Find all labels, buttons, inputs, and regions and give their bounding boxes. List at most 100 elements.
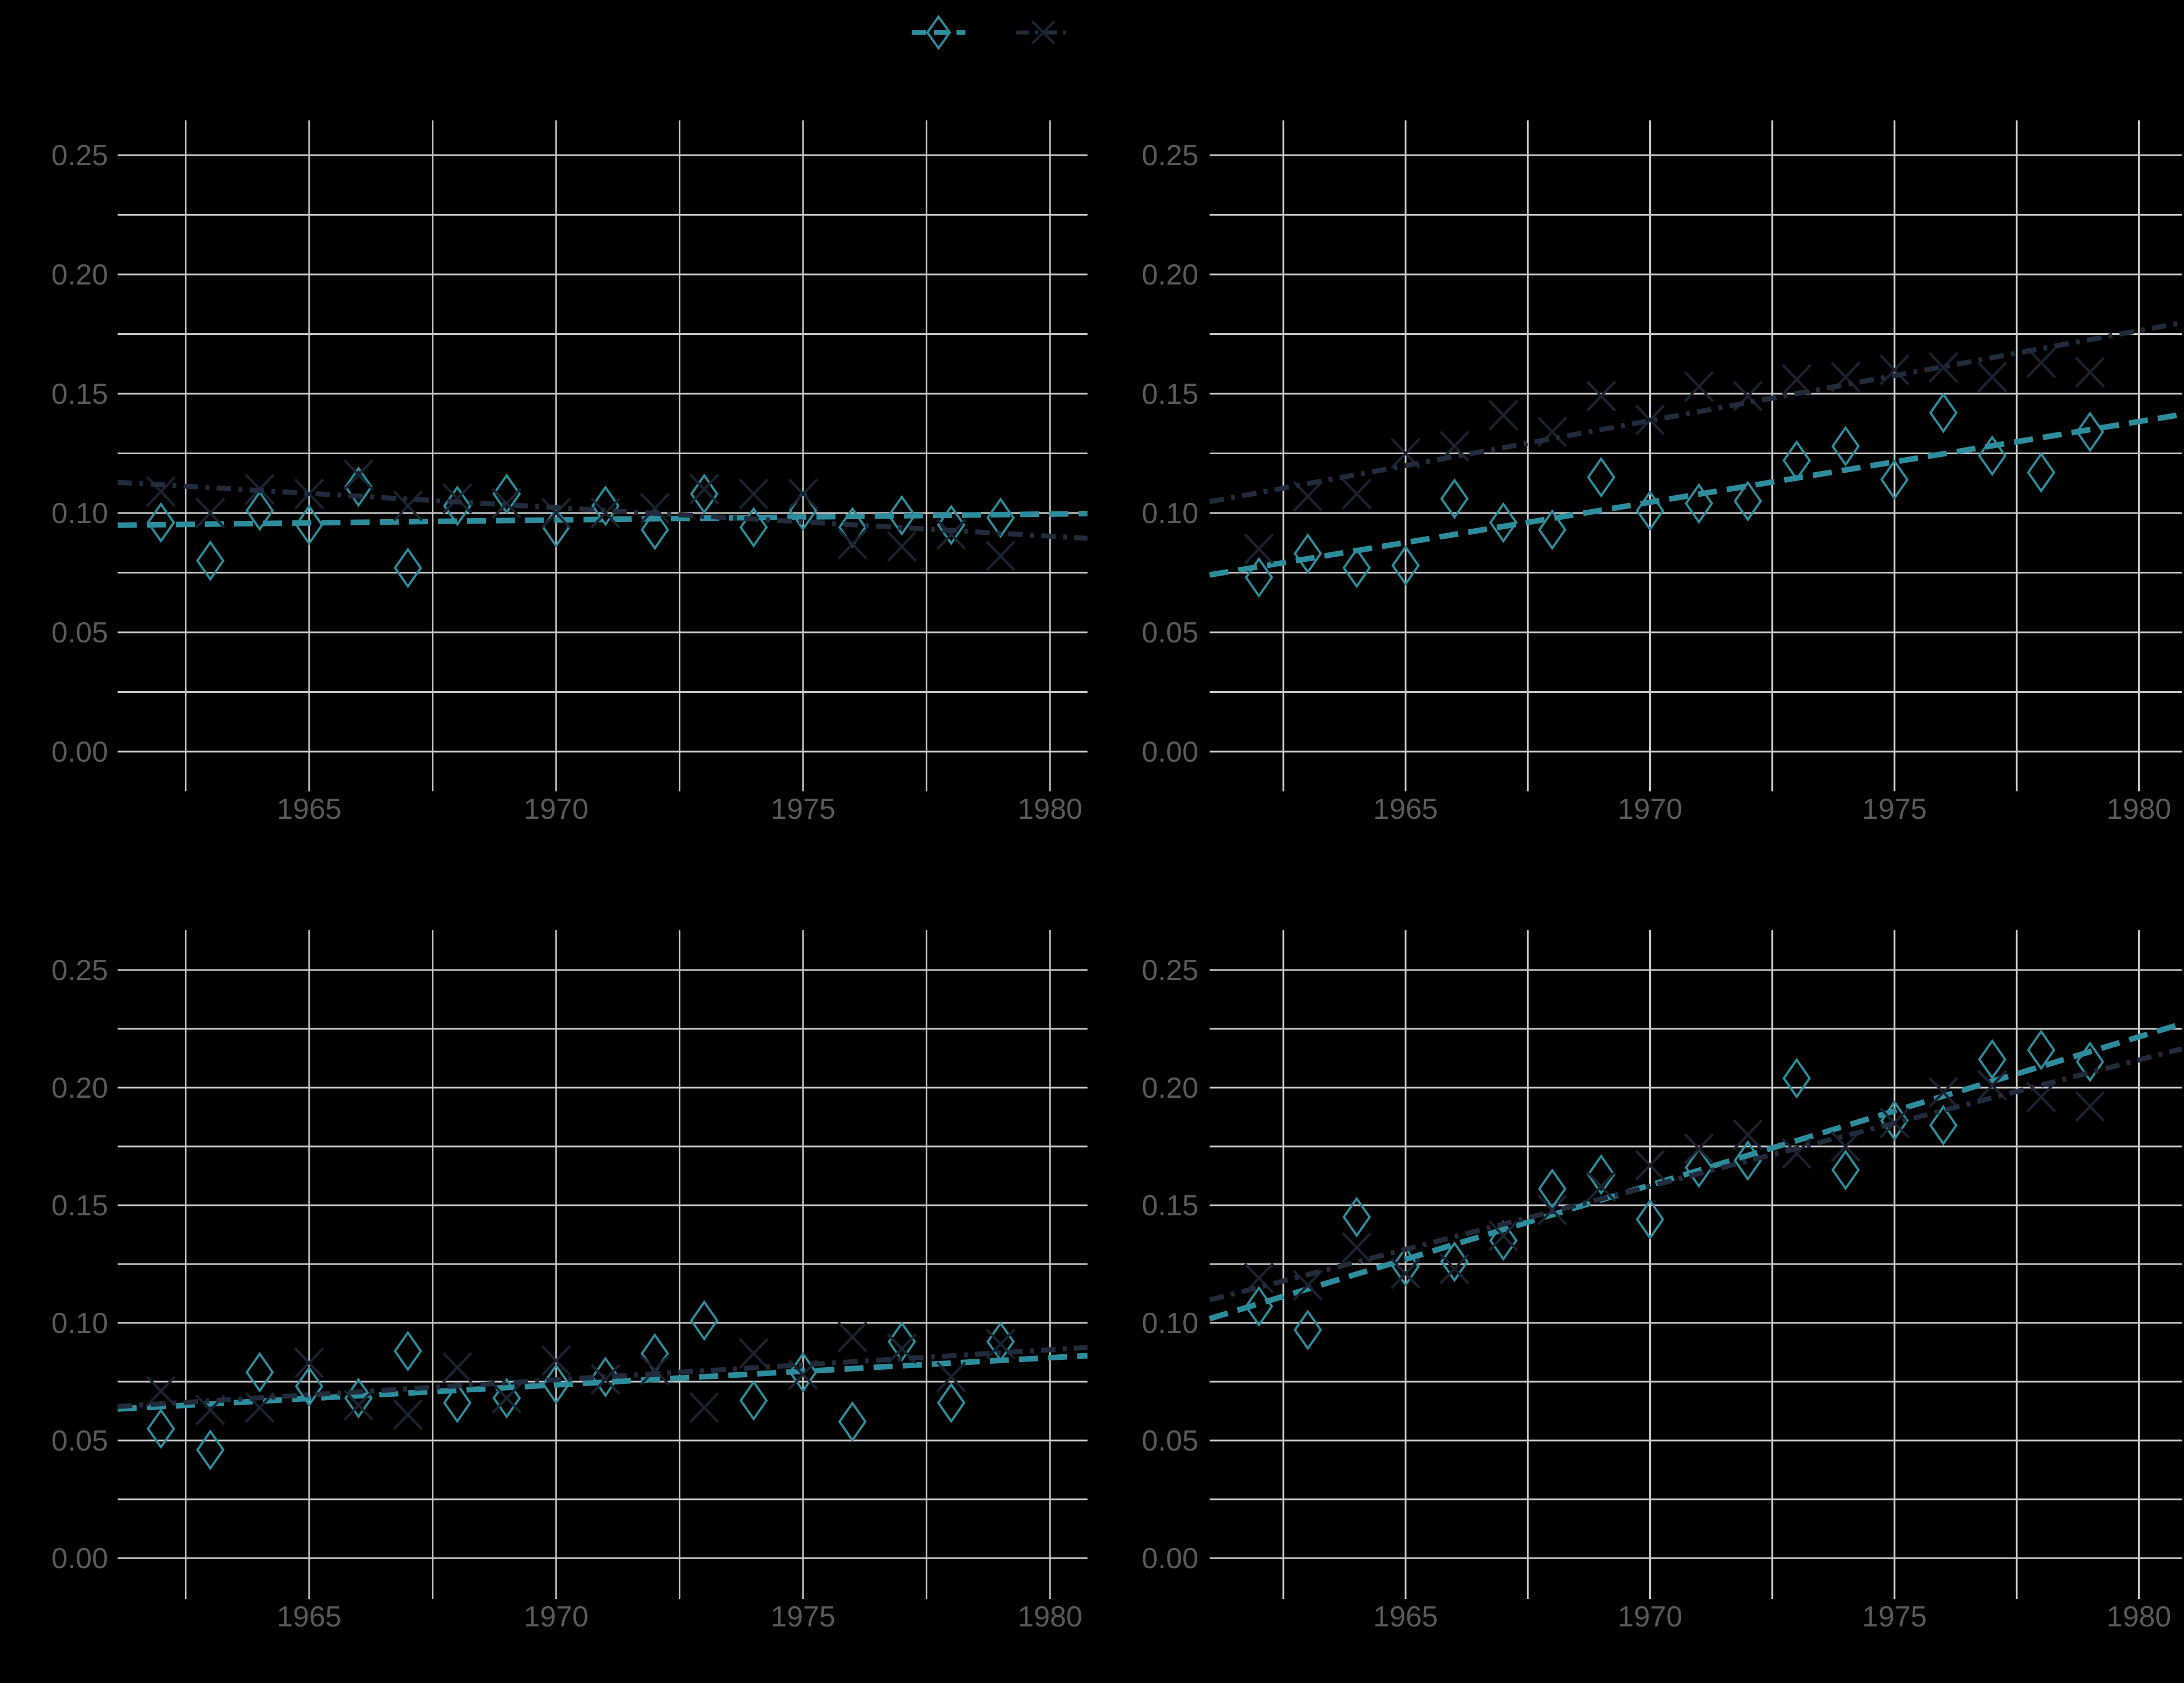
x-marker <box>393 1399 423 1430</box>
trend-line-dashdot <box>117 1345 1088 1409</box>
x-marker <box>689 473 720 505</box>
diamond-marker <box>2027 452 2056 493</box>
x-marker <box>2026 347 2056 379</box>
diamond-marker <box>2075 411 2104 453</box>
trend-line-dashed <box>117 511 1088 528</box>
x-points <box>1244 347 2105 565</box>
diamond-marker <box>1586 1154 1616 1195</box>
x-tick-label: 1965 <box>1373 793 1438 826</box>
trend-line-dashed <box>1209 412 2182 578</box>
x-marker <box>640 1354 670 1386</box>
x-marker <box>195 497 226 529</box>
diamond-marker <box>1538 509 1567 551</box>
x-marker <box>2075 357 2105 388</box>
x-marker <box>442 483 473 514</box>
y-tick-label: 0.10 <box>52 1307 108 1340</box>
diamond-marker <box>1880 459 1909 500</box>
diamond-marker <box>443 1382 472 1424</box>
y-tick-label: 0.20 <box>52 259 108 291</box>
x-marker <box>1733 1119 1763 1150</box>
legend <box>912 15 1070 50</box>
y-tick-label: 0.15 <box>1142 378 1198 411</box>
x-marker <box>1977 361 2008 393</box>
x-marker <box>541 1345 571 1376</box>
diamond-marker <box>1391 545 1420 586</box>
diamond-marker <box>1586 456 1616 498</box>
x-marker <box>640 492 670 524</box>
gridlines <box>118 120 1088 791</box>
x-marker <box>492 488 522 519</box>
x-tick-label: 1965 <box>1373 1601 1438 1633</box>
x-marker <box>1928 1076 1958 1108</box>
diamond-marker <box>295 1365 324 1407</box>
x-tick-label: 1975 <box>771 1601 836 1633</box>
gridlines <box>1210 120 2182 791</box>
x-marker <box>146 476 176 507</box>
diamond-marker <box>690 1300 719 1341</box>
trend-line-dashed <box>117 1353 1088 1412</box>
x-tick-label: 1980 <box>2107 1601 2172 1633</box>
y-tick-label: 0.00 <box>1142 1542 1198 1575</box>
x-tick-label: 1975 <box>1862 793 1927 826</box>
diamond-marker <box>393 1330 422 1372</box>
x-marker <box>936 1362 967 1393</box>
diamond-marker <box>1244 557 1273 598</box>
x-marker <box>1586 1171 1616 1202</box>
y-tick-label: 0.20 <box>1142 1072 1198 1104</box>
diamond-marker <box>739 1380 768 1421</box>
x-marker <box>1635 404 1665 436</box>
diamond-marker <box>1440 1241 1469 1283</box>
x-marker <box>1781 1138 1812 1169</box>
x-tick-label: 1970 <box>1618 793 1683 826</box>
x-marker <box>590 497 620 529</box>
diamond-marker <box>393 547 422 589</box>
y-tick-label: 0.15 <box>1142 1190 1198 1222</box>
x-points <box>146 459 1016 572</box>
y-tick-label: 0.00 <box>52 1542 108 1575</box>
y-tick-label: 0.05 <box>52 617 108 649</box>
diamond-marker <box>1782 440 1811 481</box>
x-marker <box>1342 1232 1372 1264</box>
x-marker <box>1342 478 1372 510</box>
diamond-marker <box>1684 483 1714 524</box>
diamond-marker <box>1929 1104 1958 1146</box>
x-tick-label: 1970 <box>1618 1601 1683 1633</box>
x-marker <box>1488 399 1519 431</box>
y-tick-label: 0.25 <box>52 139 108 172</box>
x-tick-label: 1970 <box>524 793 589 826</box>
x-marker <box>1292 1270 1323 1301</box>
diamond-marker <box>887 1321 916 1363</box>
y-tick-label: 0.05 <box>1142 617 1198 649</box>
x-marker <box>1635 1150 1665 1181</box>
diamond-marker <box>1831 426 1860 467</box>
x-marker <box>886 531 917 562</box>
diamond-marker <box>739 507 768 548</box>
diamond-marker <box>1293 533 1322 574</box>
x-marker <box>936 519 967 550</box>
x-marker <box>1439 1253 1469 1284</box>
panel-top-left: 0.25 0.20 0.15 0.10 0.05 0.00 1965 1970 1975 1980 <box>52 120 1088 826</box>
diamond-marker <box>492 1377 521 1419</box>
x-tick-label: 1970 <box>524 1601 589 1633</box>
diamond-marker <box>1636 1199 1664 1240</box>
diamond-marker <box>245 490 274 532</box>
y-tick-label: 0.05 <box>52 1425 108 1457</box>
x-tick-label: 1980 <box>2107 793 2172 826</box>
y-tick-label: 0.25 <box>1142 954 1198 987</box>
x-points <box>1244 1070 2105 1301</box>
y-tick-label: 0.20 <box>1142 259 1198 291</box>
diamond-marker <box>196 540 225 581</box>
diamond-marker <box>591 485 620 526</box>
diamond-points <box>146 1300 1015 1471</box>
diamond-marker <box>1342 1196 1371 1238</box>
x-marker <box>739 478 769 510</box>
panel-bottom-left: 0.25 0.20 0.15 0.10 0.05 0.00 1965 1970 1975 1980 <box>52 930 1088 1633</box>
x-marker <box>986 540 1016 572</box>
y-tick-label: 0.05 <box>1142 1425 1198 1457</box>
diamond-marker <box>1538 1168 1567 1210</box>
x-marker <box>294 1347 324 1378</box>
gridlines <box>1210 930 2182 1599</box>
y-tick-label: 0.00 <box>1142 736 1198 768</box>
